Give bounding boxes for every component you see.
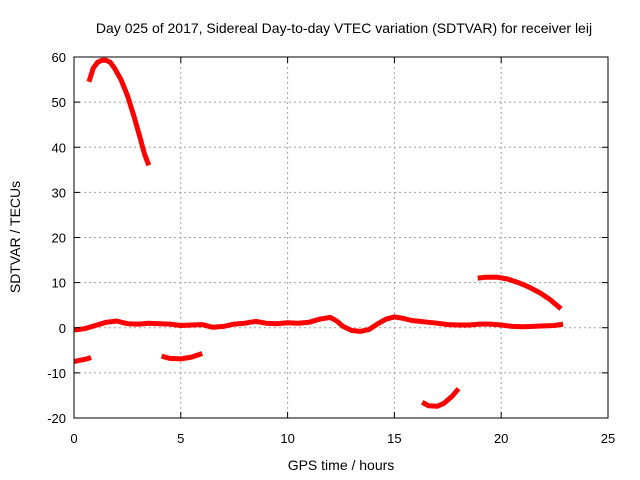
y-tick-label: -10 <box>47 366 66 381</box>
x-tick-label: 15 <box>387 431 401 446</box>
y-tick-label: 10 <box>52 276 66 291</box>
tick-labels: 0 5 10 15 20 25 -20 -10 0 10 20 30 40 50 60 <box>47 50 615 446</box>
x-tick-label: 25 <box>601 431 615 446</box>
y-tick-label: -20 <box>47 411 66 426</box>
chart-title: Day 025 of 2017, Sidereal Day-to-day VTE… <box>96 20 592 36</box>
axis-ticks <box>73 56 609 419</box>
y-tick-label: 40 <box>52 140 66 155</box>
y-tick-label: 0 <box>59 321 66 336</box>
x-tick-label: 10 <box>280 431 294 446</box>
y-tick-label: 30 <box>52 185 66 200</box>
y-axis-title: SDTVAR / TECUs <box>7 181 23 293</box>
grid <box>74 57 608 418</box>
y-tick-label: 60 <box>52 50 66 65</box>
x-tick-label: 0 <box>70 431 77 446</box>
series-arc-2 <box>73 355 92 365</box>
x-axis-title: GPS time / hours <box>288 457 395 473</box>
series-arc-3 <box>160 351 203 362</box>
series-arc-5 <box>420 387 461 409</box>
y-tick-label: 20 <box>52 231 66 246</box>
series-arc-6 <box>477 274 563 311</box>
x-tick-label: 20 <box>494 431 508 446</box>
data-series <box>73 57 564 409</box>
y-tick-label: 50 <box>52 95 66 110</box>
series-arc-1 <box>86 57 152 167</box>
series-arc-4 <box>73 314 564 334</box>
x-tick-label: 5 <box>177 431 184 446</box>
